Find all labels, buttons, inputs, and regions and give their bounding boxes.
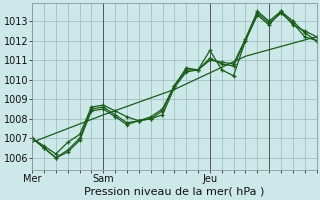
X-axis label: Pression niveau de la mer( hPa ): Pression niveau de la mer( hPa ) [84,187,265,197]
